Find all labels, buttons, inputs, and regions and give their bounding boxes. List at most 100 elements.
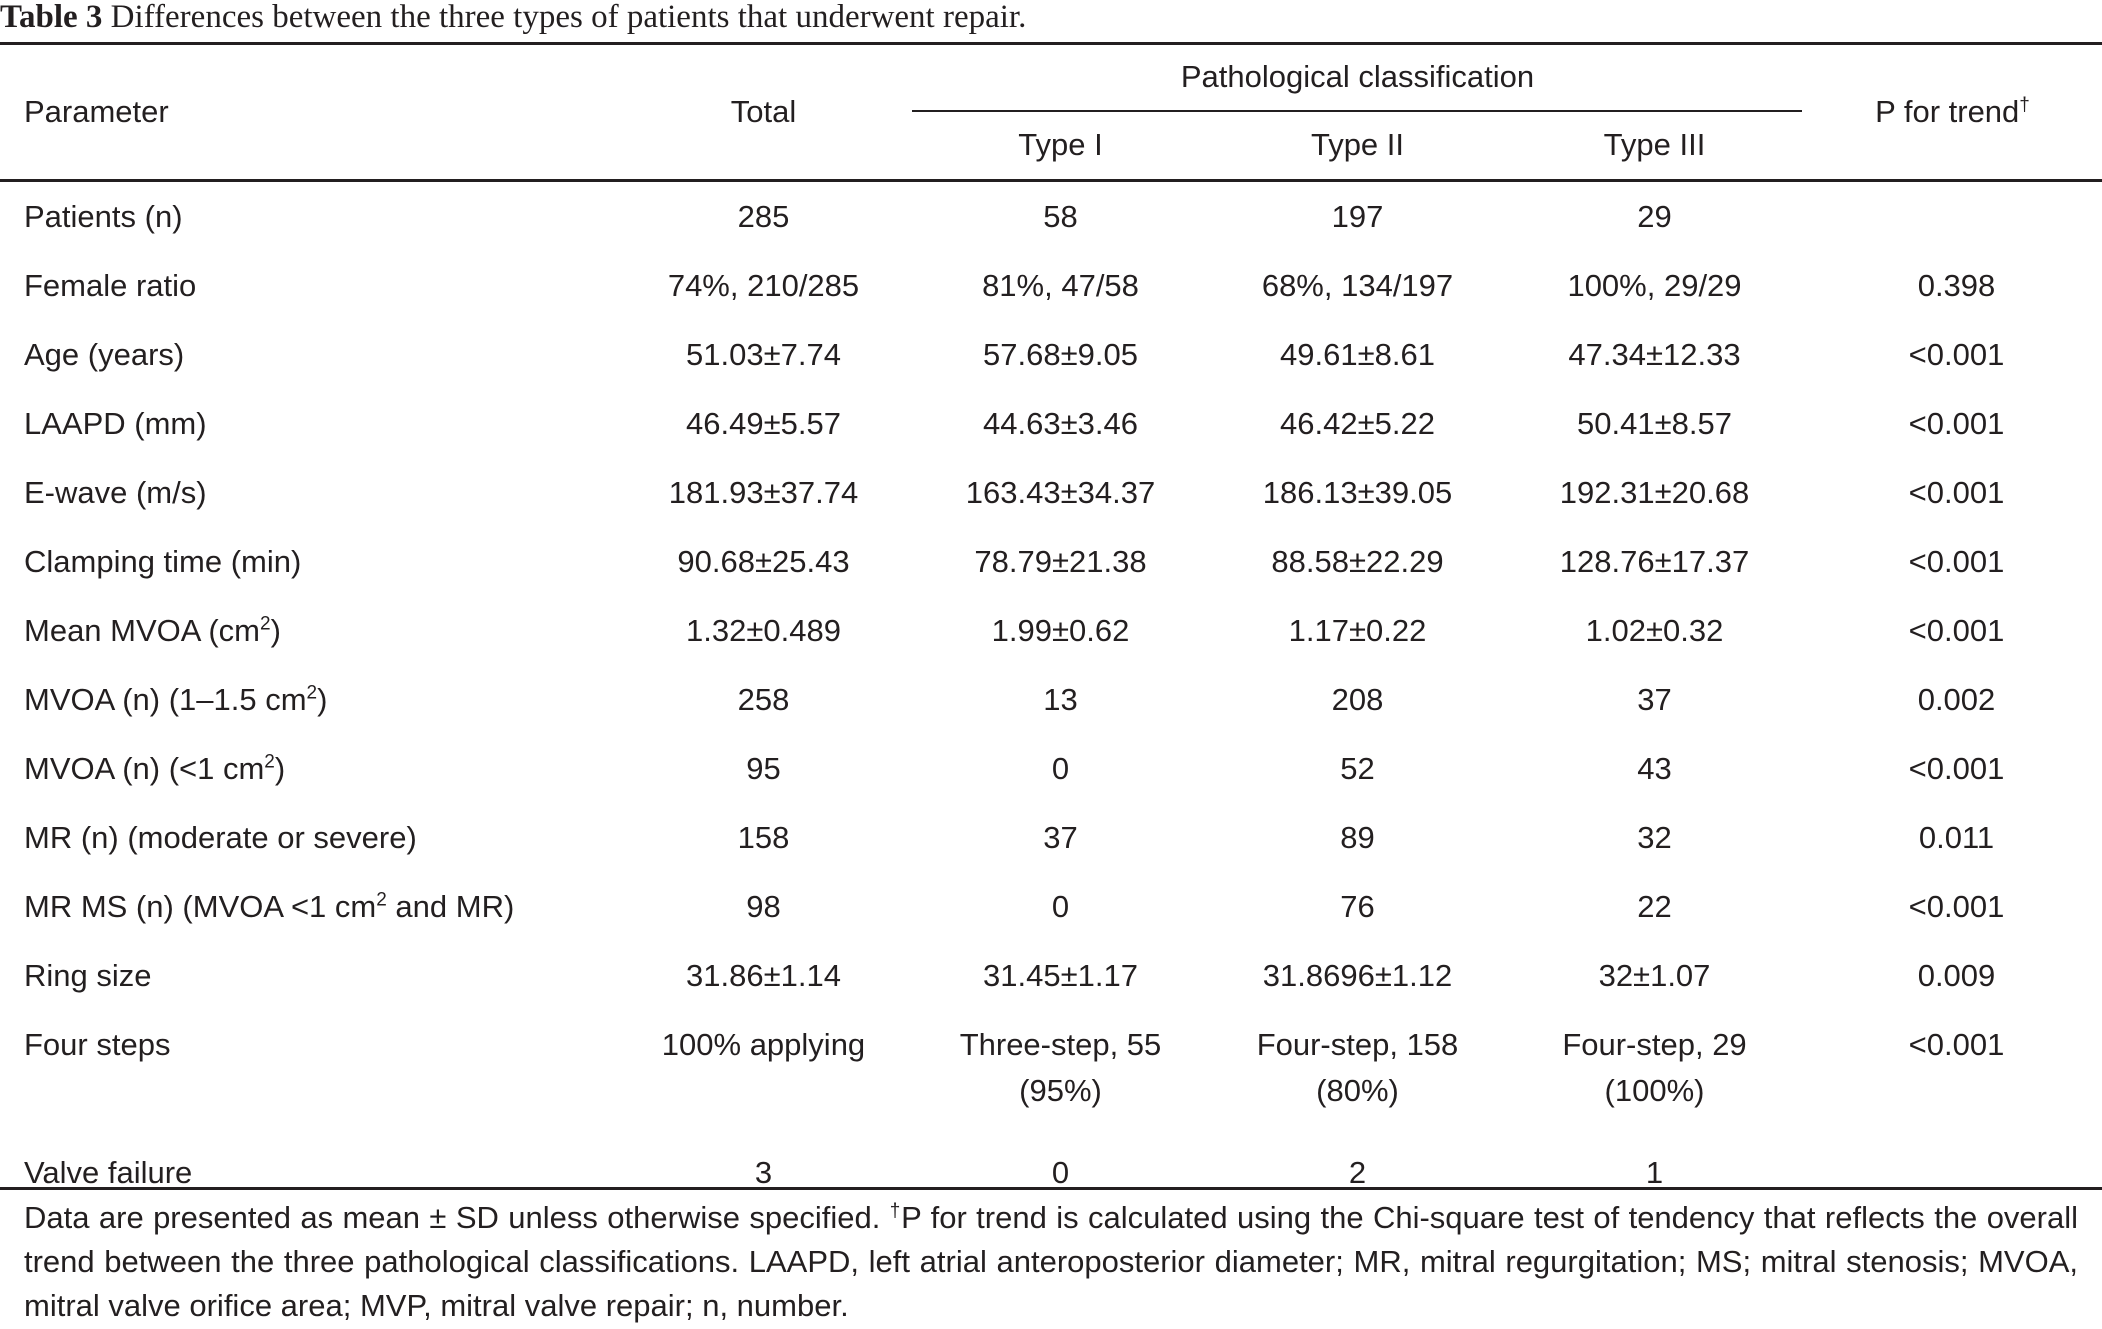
cell-p-trend: 0.009 [1917, 957, 1996, 993]
cell-parameter: Valve failure [24, 1154, 193, 1190]
cell-p-trend: 0.002 [1917, 681, 1996, 717]
table-row: Female ratio 74%, 210/285 81%, 47/58 68%… [0, 251, 2102, 320]
cell-total: 90.68±25.43 [677, 543, 850, 579]
table-row: Ring size 31.86±1.14 31.45±1.17 31.8696±… [0, 941, 2102, 1010]
cell-p-trend: <0.001 [1908, 543, 2005, 579]
table-row: MR MS (n) (MVOA <1 cm2 and MR) 98 0 76 2… [0, 872, 2102, 941]
cell-total: 3 [754, 1154, 773, 1190]
cell-parameter: MR MS (n) (MVOA <1 cm2 and MR) [0, 872, 615, 941]
table-row: Mean MVOA (cm2) 1.32±0.489 1.99±0.62 1.1… [0, 596, 2102, 665]
cell-type-3: 1.02±0.32 [1585, 612, 1724, 648]
cell-type-3: 47.34±12.33 [1568, 336, 1741, 372]
cell-total: 181.93±37.74 [668, 474, 859, 510]
cell-type-2: 68%, 134/197 [1261, 267, 1454, 303]
dagger-mark: † [2019, 94, 2030, 116]
cell-type-1: 81%, 47/58 [982, 267, 1139, 303]
cell-type-3: 32 [1637, 819, 1672, 855]
table-row: Four steps 100% applying Three-step, 55 (… [0, 1010, 2102, 1138]
cell-line: Four-step, 29 [1562, 1027, 1747, 1062]
table-row: Valve failure 3 0 2 1 [0, 1138, 2102, 1207]
cell-type-3: 37 [1637, 681, 1672, 717]
cell-type-1: 44.63±3.46 [983, 405, 1138, 441]
cell-parameter: Ring size [24, 957, 152, 993]
cell-type-2: 31.8696±1.12 [1262, 957, 1453, 993]
cell-parameter-text-end: and MR) [386, 888, 515, 924]
cell-type-1: 37 [1043, 819, 1078, 855]
cell-parameter-text: MVOA (n) (<1 cm [24, 750, 265, 786]
cell-parameter: MVOA (n) (<1 cm2) [0, 734, 615, 803]
cell-line: Four-step, 158 [1256, 1027, 1459, 1062]
cell-type-3: 29 [1637, 198, 1672, 234]
cell-parameter: MVOA (n) (1–1.5 cm2) [0, 665, 615, 734]
cell-line: Three-step, 55 [959, 1027, 1162, 1062]
cell-type-2: 197 [1331, 198, 1384, 234]
footnote-text: Data are presented as mean ± SD unless o… [24, 1200, 890, 1235]
cell-type-1: 31.45±1.17 [983, 957, 1138, 993]
footnote-text-continued: P for trend is calculated using the Chi-… [24, 1200, 2079, 1323]
cell-parameter-text-end: ) [270, 612, 281, 648]
cell-type-3: 1 [1645, 1154, 1664, 1190]
superscript: 2 [376, 889, 387, 911]
cell-p-trend: <0.001 [1908, 1027, 2005, 1062]
cell-total: 98 [746, 888, 781, 924]
bottom-rule [0, 1187, 2102, 1190]
cell-parameter: MR (n) (moderate or severe) [24, 819, 417, 855]
cell-parameter: Patients (n) [24, 198, 183, 234]
cell-p-trend: <0.001 [1908, 750, 2005, 786]
superscript: 2 [260, 613, 271, 635]
cell-type-1: 1.99±0.62 [991, 612, 1130, 648]
cell-parameter: Mean MVOA (cm2) [0, 596, 615, 665]
cell-total: 74%, 210/285 [667, 267, 860, 303]
table-caption-label: Table 3 [0, 0, 103, 35]
table-body: Patients (n) 285 58 197 29 Female ratio … [0, 182, 2102, 1207]
header-pathological-classification: Pathological classification [1180, 59, 1535, 94]
cell-parameter: Clamping time (min) [24, 543, 302, 579]
header-parameter: Parameter [24, 93, 169, 129]
cell-type-1: 78.79±21.38 [974, 543, 1147, 579]
cell-total: 258 [737, 681, 790, 717]
cell-type-2: 46.42±5.22 [1280, 405, 1435, 441]
table-row: MVOA (n) (1–1.5 cm2) 258 13 208 37 0.002 [0, 665, 2102, 734]
cell-type-3: 128.76±17.37 [1559, 543, 1750, 579]
cell-type-2: 208 [1331, 681, 1384, 717]
table-row: Age (years) 51.03±7.74 57.68±9.05 49.61±… [0, 320, 2102, 389]
table-row: LAAPD (mm) 46.49±5.57 44.63±3.46 46.42±5… [0, 389, 2102, 458]
table-row: Patients (n) 285 58 197 29 [0, 182, 2102, 251]
cell-total: 100% applying [661, 1027, 866, 1062]
cell-type-3: 43 [1637, 750, 1672, 786]
cell-type-3: Four-step, 29 (100%) [1506, 1010, 1803, 1138]
superscript: 2 [264, 751, 275, 773]
cell-parameter: Female ratio [24, 267, 197, 303]
cell-type-1: Three-step, 55 (95%) [912, 1010, 1209, 1138]
cell-type-1: 57.68±9.05 [983, 336, 1138, 372]
cell-p-trend: <0.001 [1908, 888, 2005, 924]
header-type-1: Type I [1018, 126, 1103, 162]
cell-parameter-text: MR MS (n) (MVOA <1 cm [24, 888, 377, 924]
cell-type-2: 2 [1348, 1154, 1367, 1190]
cell-p-trend: 0.011 [1918, 819, 1995, 855]
cell-parameter-text: MVOA (n) (1–1.5 cm [24, 681, 307, 717]
cell-total: 95 [746, 750, 781, 786]
cell-line: (100%) [1604, 1073, 1705, 1108]
cell-parameter-text: Mean MVOA (cm [24, 612, 260, 648]
table-row: E-wave (m/s) 181.93±37.74 163.43±34.37 1… [0, 458, 2102, 527]
cell-type-2: 88.58±22.29 [1271, 543, 1444, 579]
cell-type-1: 0 [1051, 750, 1070, 786]
top-rule [0, 42, 2102, 45]
table-footnote: Data are presented as mean ± SD unless o… [24, 1196, 2078, 1328]
cell-type-1: 13 [1043, 681, 1078, 717]
cell-type-3: 192.31±20.68 [1559, 474, 1750, 510]
table-caption: Table 3 Differences between the three ty… [0, 0, 1026, 42]
cell-p-trend: 0.398 [1917, 267, 1996, 303]
cell-type-2: 1.17±0.22 [1288, 612, 1427, 648]
cell-line: (80%) [1316, 1073, 1399, 1108]
cell-type-2: 52 [1340, 750, 1375, 786]
cell-parameter-text-end: ) [274, 750, 286, 786]
cell-type-1: 0 [1051, 1154, 1070, 1190]
table-header: Parameter Total Pathological classificat… [0, 44, 2102, 179]
cell-total: 1.32±0.489 [686, 612, 841, 648]
cell-parameter: Age (years) [24, 336, 185, 372]
cell-p-trend [1803, 182, 2102, 251]
cell-total: 31.86±1.14 [686, 957, 841, 993]
